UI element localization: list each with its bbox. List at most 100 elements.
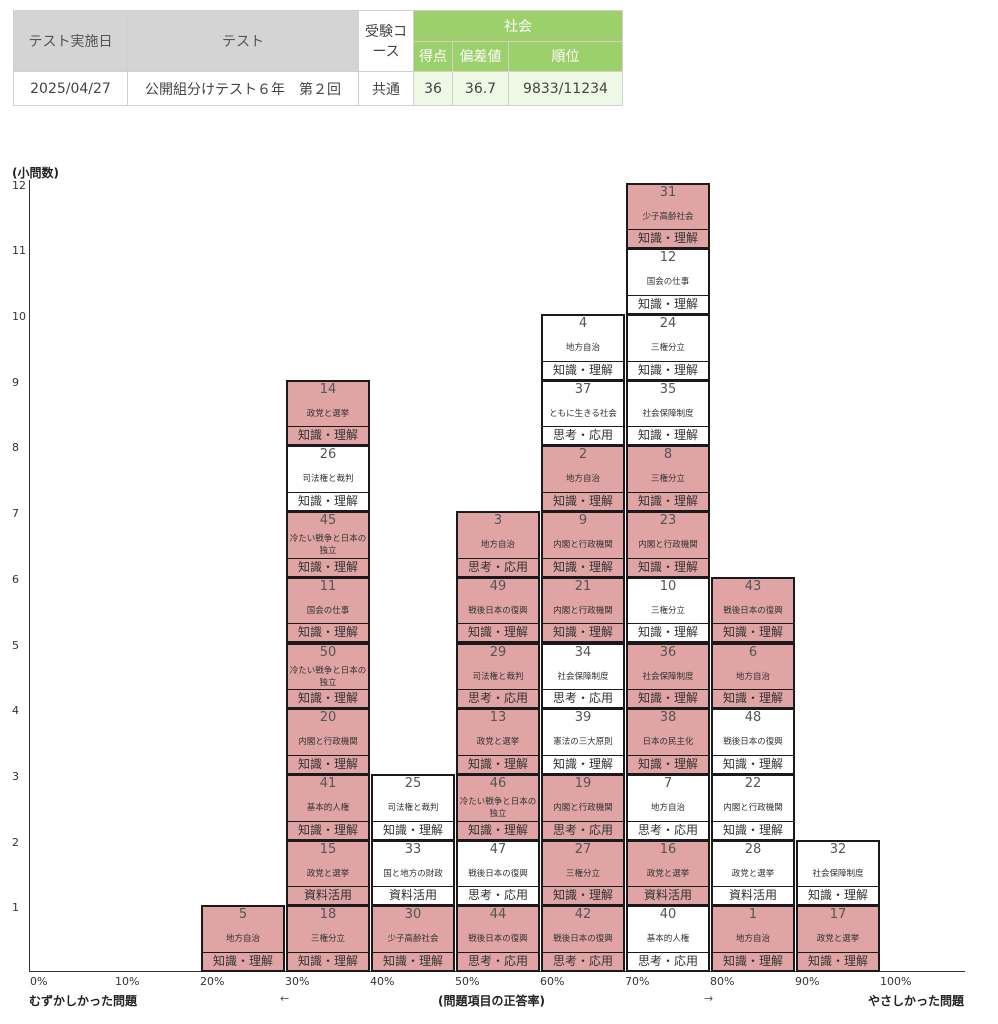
question-number: 16: [659, 841, 677, 857]
question-topic: 内閣と行政機関: [553, 540, 613, 551]
question-number: 23: [659, 513, 677, 529]
question-number: 1: [748, 907, 758, 923]
y-tick-label: 3: [12, 769, 19, 783]
question-card: 40 基本的人権 思考・応用: [626, 905, 710, 972]
score-value: 36: [413, 71, 453, 106]
question-number: 2: [578, 447, 588, 463]
question-number: 24: [659, 316, 677, 331]
header-rank: 順位: [508, 40, 623, 72]
question-type: 知識・理解: [628, 689, 708, 708]
question-card: 14 政党と選挙 知識・理解: [286, 379, 370, 447]
question-card: 30 少子高齢社会 知識・理解: [371, 905, 455, 972]
question-number: 42: [574, 907, 592, 923]
question-topic: 社会保障制度: [812, 868, 864, 879]
question-number: 20: [319, 710, 337, 726]
question-topic: 戦後日本の復興: [723, 605, 783, 616]
question-card: 3 地方自治 思考・応用: [456, 511, 540, 578]
question-card: 34 社会保障制度 思考・応用: [541, 642, 625, 710]
question-topic: 国会の仕事: [306, 605, 350, 616]
question-card: 45 冷たい戦争と日本の独立 知識・理解: [286, 511, 370, 578]
question-card: 35 社会保障制度 知識・理解: [626, 379, 710, 447]
question-type: 知識・理解: [628, 294, 708, 313]
course-value: 共通: [358, 71, 414, 106]
rank-value: 9833/11234: [508, 71, 623, 106]
question-type: 資料活用: [713, 886, 793, 904]
question-type: 知識・理解: [543, 623, 623, 642]
question-card: 47 戦後日本の復興 思考・応用: [456, 839, 540, 907]
x-tick-label: 30%: [285, 975, 310, 988]
question-topic: 少子高齢社会: [387, 934, 439, 945]
header-deviation: 偏差値: [452, 40, 509, 72]
question-type: 知識・理解: [628, 754, 708, 773]
question-type: 知識・理解: [543, 754, 623, 773]
y-axis-line: [29, 180, 30, 971]
question-card: 7 地方自治 思考・応用: [626, 773, 710, 841]
question-number: 15: [319, 841, 337, 857]
y-tick-label: 10: [12, 310, 26, 323]
question-type: 知識・理解: [288, 492, 368, 510]
question-number: 39: [574, 710, 592, 726]
question-card: 9 内閣と行政機関 知識・理解: [541, 511, 625, 578]
x-tick-label: 80%: [710, 975, 735, 988]
question-number: 48: [744, 710, 762, 726]
question-type: 資料活用: [628, 886, 708, 905]
question-type: 思考・応用: [543, 426, 623, 444]
x-tick-label: 60%: [540, 975, 565, 988]
question-number: 38: [659, 710, 677, 726]
header-course: 受験コース: [358, 10, 414, 72]
question-card: 44 戦後日本の復興 思考・応用: [456, 905, 540, 972]
question-type: 資料活用: [373, 886, 453, 904]
x-tick-label: 100%: [880, 975, 912, 988]
question-type: 思考・応用: [543, 820, 623, 839]
x-tick-label: 70%: [625, 975, 650, 988]
question-card: 37 ともに生きる社会 思考・応用: [541, 379, 625, 447]
question-type: 知識・理解: [798, 886, 878, 904]
question-type: 知識・理解: [713, 754, 793, 773]
question-topic: 地方自治: [565, 474, 600, 485]
question-type: 思考・応用: [458, 557, 538, 576]
question-topic: 司法権と裁判: [387, 802, 439, 813]
question-topic: 戦後日本の復興: [468, 868, 528, 879]
question-topic: 内閣と行政機関: [638, 540, 698, 551]
question-number: 26: [319, 447, 337, 463]
question-type: 知識・理解: [713, 820, 793, 839]
question-topic: 少子高齢社会: [642, 211, 694, 222]
question-card: 48 戦後日本の復興 知識・理解: [711, 708, 795, 775]
question-type: 知識・理解: [713, 689, 793, 708]
question-type: 知識・理解: [628, 360, 708, 379]
question-topic: 地方自治: [225, 934, 260, 945]
question-topic: 国会の仕事: [646, 277, 690, 288]
question-type: 思考・応用: [543, 689, 623, 707]
question-number: 28: [744, 841, 762, 857]
header-test-name: テスト: [127, 10, 359, 72]
question-number: 17: [829, 907, 847, 923]
header-test-date: テスト実施日: [13, 10, 128, 72]
question-topic: 憲法の三大原則: [553, 737, 613, 748]
question-card: 39 憲法の三大原則知識・理解: [541, 708, 625, 775]
question-topic: 三権分立: [310, 934, 345, 945]
question-topic: 基本的人権: [306, 802, 350, 813]
question-type: 知識・理解: [288, 623, 368, 642]
question-number: 37: [574, 381, 592, 397]
question-type: 思考・応用: [543, 951, 623, 970]
question-number: 22: [744, 775, 762, 791]
question-topic: 戦後日本の復興: [468, 605, 528, 616]
question-type: 思考・応用: [628, 951, 708, 970]
x-tick-label: 50%: [455, 975, 480, 988]
question-type: 知識・理解: [288, 689, 368, 708]
y-tick-label: 5: [12, 638, 19, 652]
question-card: 5 地方自治 知識・理解: [201, 905, 285, 972]
question-number: 12: [659, 250, 677, 266]
question-card: 31 少子高齢社会 知識・理解: [626, 182, 710, 250]
test-name: 公開組分けテスト６年 第２回: [127, 71, 359, 106]
question-number: 35: [659, 381, 677, 397]
question-topic: 地方自治: [650, 802, 685, 813]
question-topic: 冷たい戦争と日本の独立: [289, 665, 367, 688]
question-number: 9: [578, 513, 588, 529]
question-type: 思考・応用: [458, 886, 538, 904]
question-number: 50: [319, 644, 337, 660]
x-tick-label: 20%: [200, 975, 225, 988]
question-topic: 地方自治: [480, 540, 515, 551]
question-topic: 冷たい戦争と日本の独立: [459, 796, 537, 819]
question-type: 知識・理解: [543, 492, 623, 511]
